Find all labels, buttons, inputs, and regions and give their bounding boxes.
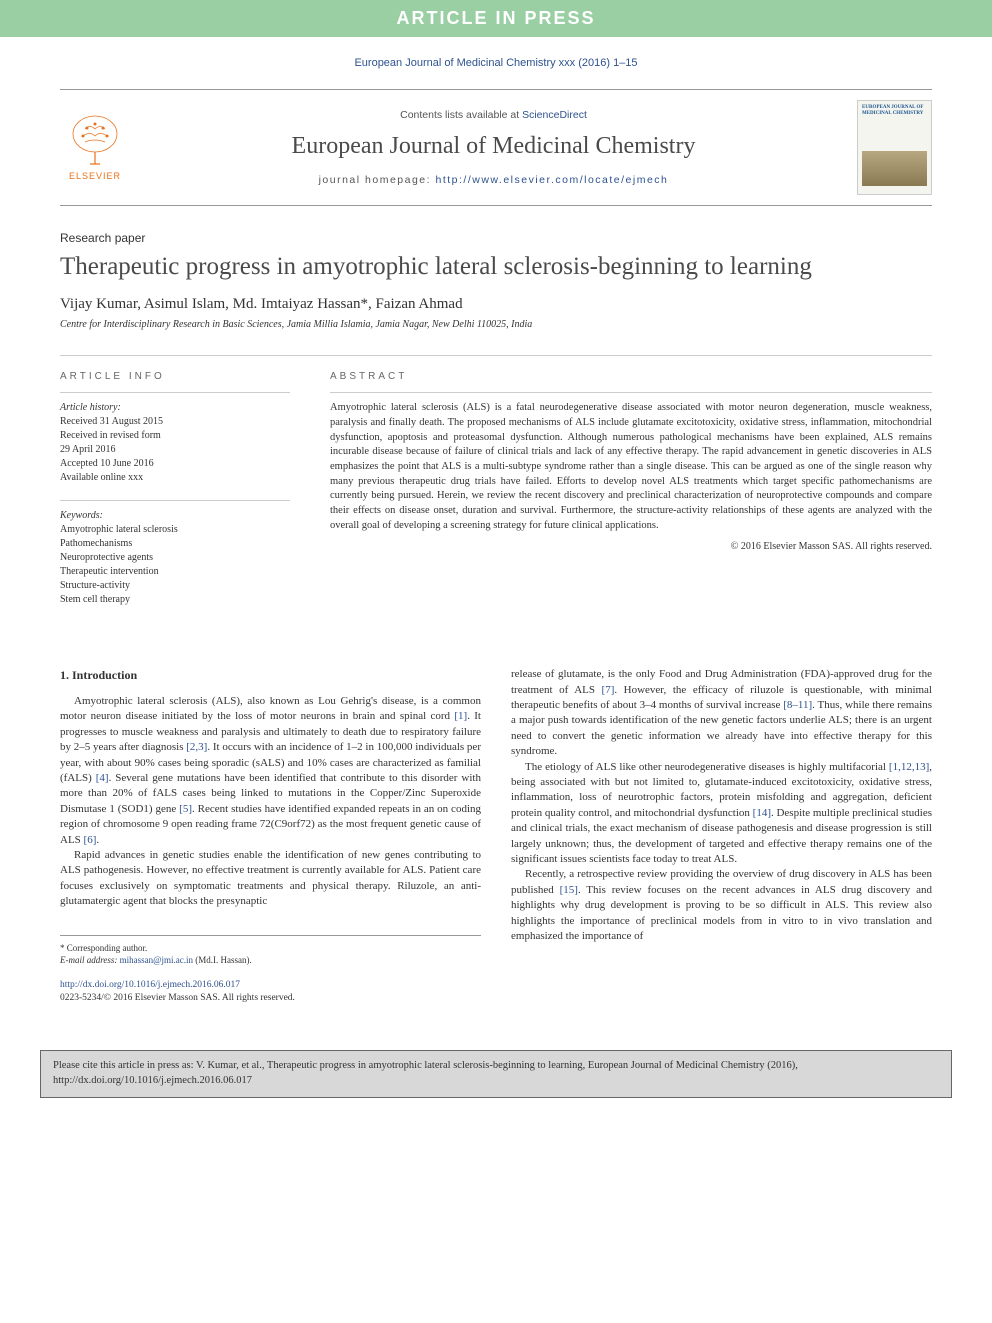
body-columns: 1. Introduction Amyotrophic lateral scle…	[60, 667, 932, 1005]
body-paragraph: Amyotrophic lateral sclerosis (ALS), als…	[60, 694, 481, 848]
email-name: (Md.I. Hassan).	[193, 955, 252, 965]
keyword: Amyotrophic lateral sclerosis	[60, 523, 290, 537]
citation-link[interactable]: [14]	[753, 807, 771, 819]
history-label: Article history:	[60, 401, 290, 415]
history-line: Accepted 10 June 2016	[60, 457, 290, 471]
citation-link[interactable]: [6]	[84, 834, 97, 846]
homepage-prefix: journal homepage:	[319, 174, 436, 186]
homepage-line: journal homepage: http://www.elsevier.co…	[145, 174, 842, 186]
doi-link[interactable]: http://dx.doi.org/10.1016/j.ejmech.2016.…	[60, 980, 240, 990]
authors: Vijay Kumar, Asimul Islam, Md. Imtaiyaz …	[60, 296, 932, 313]
citation-box: Please cite this article in press as: V.…	[40, 1050, 952, 1097]
article-info-heading: ARTICLE INFO	[60, 371, 290, 382]
keyword: Neuroprotective agents	[60, 551, 290, 565]
keyword: Stem cell therapy	[60, 593, 290, 607]
keyword: Structure-activity	[60, 579, 290, 593]
citation-link[interactable]: [1]	[454, 710, 467, 722]
corresponding-author: * Corresponding author.	[60, 942, 481, 955]
keywords-block: Keywords: Amyotrophic lateral sclerosis …	[60, 500, 290, 607]
citation-link[interactable]: [5]	[179, 803, 192, 815]
journal-name: European Journal of Medicinal Chemistry	[145, 133, 842, 160]
body-paragraph: Rapid advances in genetic studies enable…	[60, 848, 481, 910]
journal-cover-thumbnail: EUROPEAN JOURNAL OF MEDICINAL CHEMISTRY	[857, 100, 932, 195]
history-line: Received 31 August 2015	[60, 415, 290, 429]
contents-prefix: Contents lists available at	[400, 109, 522, 121]
homepage-link[interactable]: http://www.elsevier.com/locate/ejmech	[435, 174, 668, 186]
keyword: Therapeutic intervention	[60, 565, 290, 579]
body-column-left: 1. Introduction Amyotrophic lateral scle…	[60, 667, 481, 1005]
email-line: E-mail address: mihassan@jmi.ac.in (Md.I…	[60, 954, 481, 967]
footnotes: * Corresponding author. E-mail address: …	[60, 935, 481, 967]
copyright-line: © 2016 Elsevier Masson SAS. All rights r…	[330, 541, 932, 552]
masthead-center: Contents lists available at ScienceDirec…	[145, 109, 842, 186]
citation-link[interactable]: [7]	[602, 684, 615, 696]
body-paragraph: The etiology of ALS like other neurodege…	[511, 760, 932, 868]
keywords-label: Keywords:	[60, 509, 290, 523]
cover-thumb-title: EUROPEAN JOURNAL OF MEDICINAL CHEMISTRY	[862, 105, 927, 116]
citation-link[interactable]: [8–11]	[783, 699, 812, 711]
abstract-column: ABSTRACT Amyotrophic lateral sclerosis (…	[330, 371, 932, 622]
cover-thumb-art	[862, 151, 927, 186]
email-label: E-mail address:	[60, 955, 120, 965]
abstract-text: Amyotrophic lateral sclerosis (ALS) is a…	[330, 392, 932, 533]
citation-link[interactable]: [4]	[96, 772, 109, 784]
journal-masthead: ELSEVIER Contents lists available at Sci…	[60, 89, 932, 206]
elsevier-logo-text: ELSEVIER	[69, 171, 121, 181]
body-paragraph: Recently, a retrospective review providi…	[511, 867, 932, 944]
elsevier-tree-icon	[65, 114, 125, 169]
history-line: 29 April 2016	[60, 443, 290, 457]
info-abstract-row: ARTICLE INFO Article history: Received 3…	[60, 355, 932, 622]
contents-lists-line: Contents lists available at ScienceDirec…	[145, 109, 842, 121]
issn-copyright: 0223-5234/© 2016 Elsevier Masson SAS. Al…	[60, 992, 481, 1005]
email-link[interactable]: mihassan@jmi.ac.in	[120, 955, 193, 965]
article-title: Therapeutic progress in amyotrophic late…	[60, 251, 932, 282]
history-line: Received in revised form	[60, 429, 290, 443]
abstract-heading: ABSTRACT	[330, 371, 932, 382]
article-in-press-banner: ARTICLE IN PRESS	[0, 0, 992, 37]
article-info-column: ARTICLE INFO Article history: Received 3…	[60, 371, 290, 622]
citation-link[interactable]: [15]	[560, 884, 578, 896]
citation-link[interactable]: [2,3]	[186, 741, 207, 753]
page-content: European Journal of Medicinal Chemistry …	[0, 37, 992, 1035]
sciencedirect-link[interactable]: ScienceDirect	[522, 109, 587, 121]
body-paragraph: release of glutamate, is the only Food a…	[511, 667, 932, 759]
article-type: Research paper	[60, 231, 932, 245]
doi-block: http://dx.doi.org/10.1016/j.ejmech.2016.…	[60, 979, 481, 1006]
running-head: European Journal of Medicinal Chemistry …	[60, 57, 932, 69]
section-heading: 1. Introduction	[60, 667, 481, 684]
affiliation: Centre for Interdisciplinary Research in…	[60, 319, 932, 330]
body-column-right: release of glutamate, is the only Food a…	[511, 667, 932, 1005]
citation-link[interactable]: [1,12,13]	[889, 761, 929, 773]
article-history-block: Article history: Received 31 August 2015…	[60, 392, 290, 485]
keyword: Pathomechanisms	[60, 537, 290, 551]
elsevier-logo: ELSEVIER	[60, 108, 130, 188]
history-line: Available online xxx	[60, 471, 290, 485]
